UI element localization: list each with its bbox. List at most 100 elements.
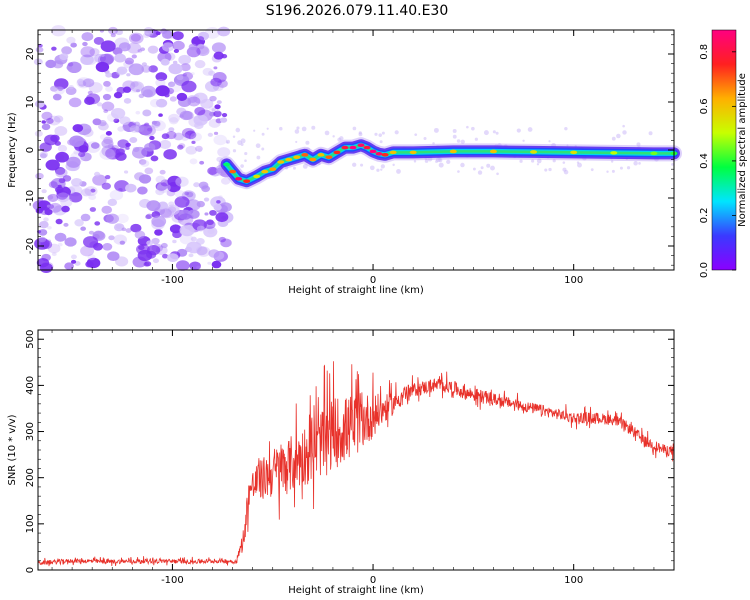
noise-blob bbox=[189, 158, 198, 165]
noise-blob bbox=[114, 53, 126, 63]
noise-blob bbox=[67, 62, 74, 67]
noise-blob bbox=[100, 40, 116, 53]
noise-blob bbox=[39, 151, 48, 158]
noise-speck bbox=[376, 168, 380, 172]
noise-speck bbox=[490, 165, 495, 171]
noise-blob bbox=[216, 200, 221, 204]
noise-blob bbox=[190, 132, 202, 142]
noise-blob bbox=[173, 48, 180, 54]
noise-blob bbox=[102, 242, 113, 251]
noise-blob bbox=[160, 242, 168, 249]
noise-blob bbox=[181, 80, 197, 93]
noise-blob bbox=[196, 225, 205, 232]
noise-blob bbox=[145, 214, 152, 220]
colorbar-ticks: 0.0 0.2 0.4 0.6 0.8 bbox=[699, 44, 736, 278]
noise-blob bbox=[92, 174, 107, 186]
noise-blob bbox=[168, 82, 182, 93]
noise-blob bbox=[213, 51, 224, 60]
noise-blob bbox=[203, 197, 210, 202]
noise-blob bbox=[137, 249, 153, 262]
noise-blob bbox=[117, 139, 129, 149]
noise-speck bbox=[225, 139, 230, 144]
noise-blob bbox=[44, 208, 53, 216]
figure-title: S196.2026.079.11.40.E30 bbox=[266, 3, 449, 19]
noise-blob bbox=[216, 100, 222, 105]
noise-speck bbox=[232, 135, 236, 139]
ridge-point bbox=[301, 153, 309, 157]
y-tick-label: -20 bbox=[25, 238, 36, 254]
noise-blob bbox=[161, 42, 175, 52]
noise-blob bbox=[158, 113, 163, 117]
noise-blob bbox=[194, 60, 206, 69]
noise-blob bbox=[215, 212, 229, 223]
noise-blob bbox=[128, 121, 137, 128]
noise-speck bbox=[577, 162, 582, 168]
noise-blob bbox=[48, 181, 58, 189]
ridge-point bbox=[309, 157, 317, 162]
noise-blob bbox=[143, 26, 154, 35]
noise-blob bbox=[220, 209, 225, 213]
noise-blob bbox=[46, 204, 51, 208]
noise-blob bbox=[130, 223, 142, 233]
noise-blob bbox=[161, 133, 170, 140]
y-tick-label: -10 bbox=[25, 190, 36, 206]
noise-speck bbox=[380, 168, 383, 171]
noise-blob bbox=[130, 33, 141, 42]
noise-speck bbox=[424, 159, 429, 163]
noise-speck bbox=[563, 169, 569, 175]
noise-blob bbox=[193, 182, 200, 188]
noise-speck bbox=[522, 139, 525, 142]
noise-speck bbox=[636, 142, 641, 147]
ridge-point bbox=[253, 174, 261, 179]
noise-blob bbox=[207, 132, 213, 137]
noise-blob bbox=[221, 216, 226, 220]
ridge-point bbox=[235, 177, 243, 181]
noise-blob bbox=[116, 86, 126, 94]
ridge-point bbox=[341, 145, 349, 150]
noise-blob bbox=[82, 128, 94, 138]
noise-blob bbox=[169, 117, 179, 125]
noise-blob bbox=[144, 167, 154, 175]
noise-blob bbox=[43, 217, 49, 222]
colorbar-frame bbox=[711, 29, 737, 271]
noise-blob bbox=[51, 46, 57, 51]
noise-blob bbox=[187, 96, 201, 107]
noise-blob bbox=[221, 177, 231, 185]
noise-blob bbox=[148, 65, 158, 73]
noise-blob bbox=[197, 148, 203, 153]
noise-blob bbox=[126, 73, 131, 77]
noise-blob bbox=[167, 81, 176, 88]
colorbar-tick-label: 0.2 bbox=[699, 208, 710, 224]
noise-blob bbox=[70, 259, 77, 264]
noise-blob bbox=[151, 120, 158, 125]
y-tick-label: 100 bbox=[25, 514, 36, 533]
noise-blob bbox=[129, 125, 140, 133]
noise-blob bbox=[37, 200, 51, 211]
noise-blob bbox=[107, 251, 120, 261]
noise-speck bbox=[293, 166, 296, 170]
y-tick-label: 0 bbox=[25, 147, 36, 153]
noise-blob bbox=[166, 253, 179, 263]
noise-blob bbox=[40, 261, 54, 272]
noise-blob bbox=[80, 226, 86, 231]
noise-speck bbox=[438, 162, 444, 168]
noise-blob bbox=[85, 261, 94, 268]
noise-blob bbox=[92, 230, 105, 240]
noise-blob bbox=[216, 156, 224, 163]
noise-speck bbox=[496, 172, 499, 176]
noise-blob bbox=[87, 254, 96, 261]
noise-blob bbox=[193, 114, 208, 126]
noise-speck bbox=[562, 161, 566, 164]
noise-blob bbox=[98, 122, 109, 131]
y-tick-label: 300 bbox=[25, 422, 36, 441]
noise-speck bbox=[423, 136, 427, 140]
noise-blob bbox=[101, 182, 111, 190]
noise-blob bbox=[41, 253, 51, 262]
noise-speck bbox=[438, 157, 443, 163]
noise-speck bbox=[318, 162, 321, 166]
noise-blob bbox=[196, 238, 205, 245]
noise-blob bbox=[207, 228, 215, 234]
noise-blob bbox=[96, 102, 103, 107]
noise-speck bbox=[261, 132, 265, 136]
noise-blob bbox=[203, 226, 218, 238]
